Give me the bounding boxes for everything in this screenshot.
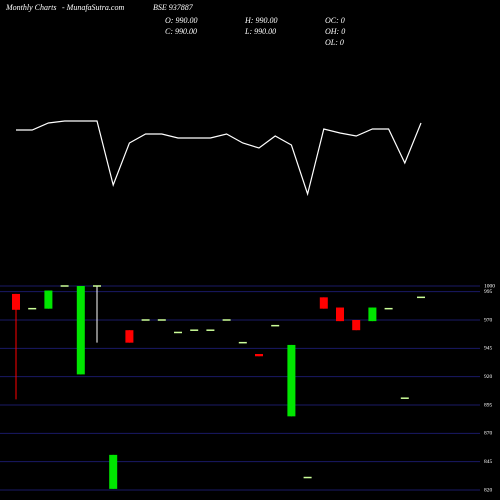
y-tick-label: 870 xyxy=(484,431,493,437)
header-ol: OL: 0 xyxy=(325,38,344,47)
candle-body xyxy=(125,330,134,343)
candle-body xyxy=(109,454,118,489)
y-tick-label: 820 xyxy=(484,487,493,493)
candle-body xyxy=(287,344,296,417)
y-tick-label: 845 xyxy=(484,459,493,465)
header-oc: OC: 0 xyxy=(325,16,345,25)
header-close: C: 990.00 xyxy=(165,27,197,36)
y-tick-label: 970 xyxy=(484,317,493,323)
candle-body xyxy=(319,297,328,309)
header-open: O: 990.00 xyxy=(165,16,197,25)
header-high: H: 990.00 xyxy=(244,16,277,25)
indicator-line xyxy=(16,120,422,197)
candle-body xyxy=(368,307,377,322)
header-site: - MunafaSutra.com xyxy=(62,3,124,12)
candle-body xyxy=(255,354,263,357)
y-tick-label: 945 xyxy=(484,346,493,352)
candle-body xyxy=(12,293,20,310)
header-oh: OH: 0 xyxy=(325,27,345,36)
y-tick-label: 895 xyxy=(484,402,493,408)
y-tick-label: 920 xyxy=(484,374,493,380)
header-left: Monthly Charts xyxy=(5,3,56,12)
candle-body xyxy=(352,320,361,331)
y-tick-label: 1000 xyxy=(484,283,495,289)
candle-body xyxy=(76,286,85,375)
header-low: L: 990.00 xyxy=(244,27,276,36)
y-tick-label: 995 xyxy=(484,289,493,295)
candle-body xyxy=(44,290,53,309)
candle-body xyxy=(336,307,344,322)
header-symbol: BSE 937887 xyxy=(153,3,194,12)
